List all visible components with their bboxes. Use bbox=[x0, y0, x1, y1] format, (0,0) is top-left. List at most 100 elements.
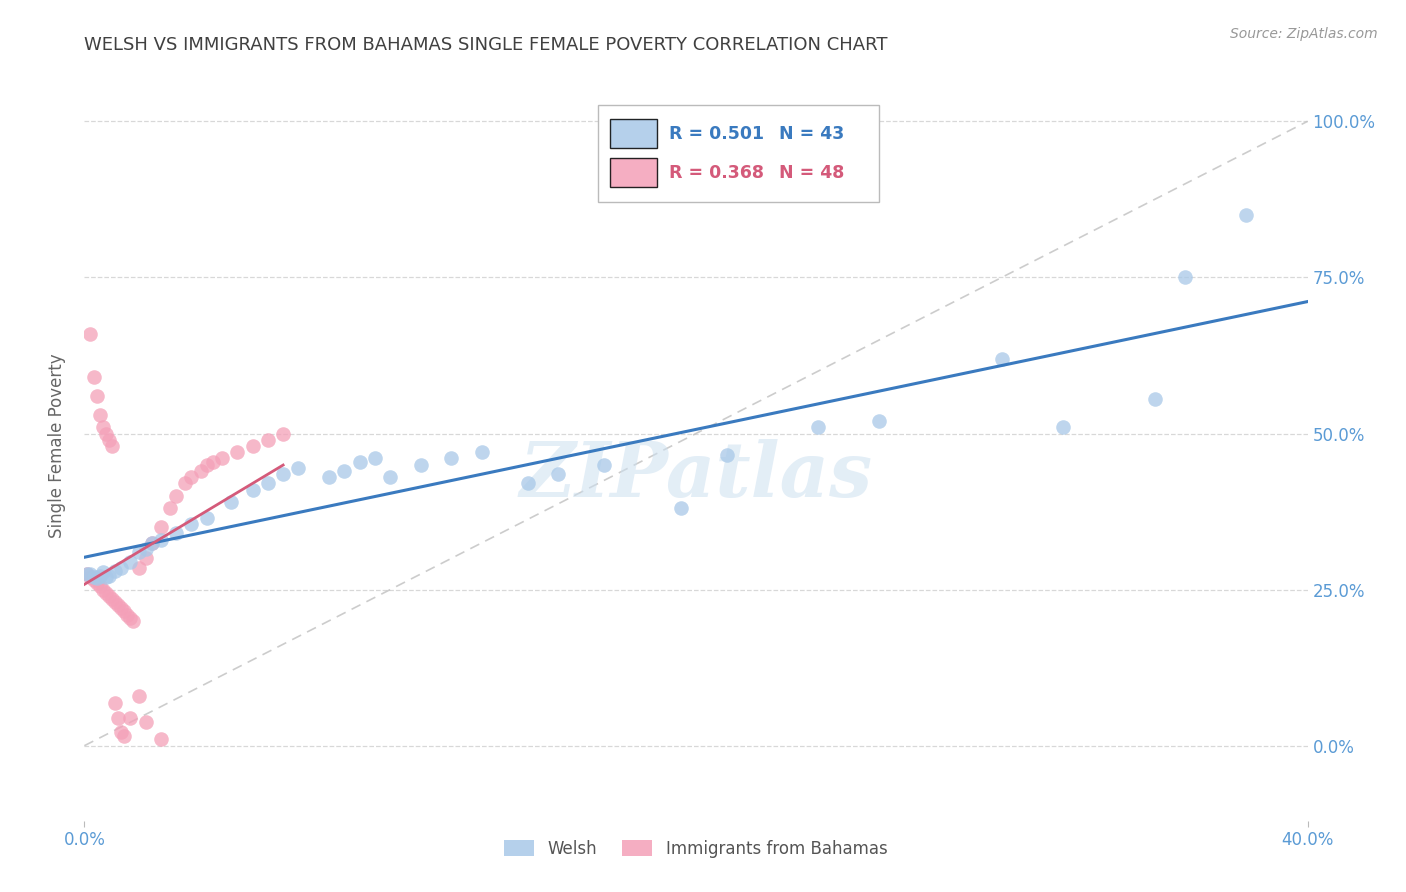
Point bbox=[94, 426, 117, 441]
Point bbox=[112, 605, 135, 619]
Point bbox=[83, 370, 105, 384]
Point bbox=[91, 565, 114, 579]
Point bbox=[120, 710, 142, 724]
Point bbox=[141, 535, 163, 549]
Point bbox=[110, 725, 132, 739]
Text: R = 0.368: R = 0.368 bbox=[669, 163, 763, 181]
Point bbox=[112, 730, 135, 744]
Point bbox=[1174, 270, 1197, 285]
Point bbox=[271, 426, 294, 441]
Text: Source: ZipAtlas.com: Source: ZipAtlas.com bbox=[1230, 27, 1378, 41]
Point bbox=[149, 533, 172, 547]
Point bbox=[76, 567, 98, 582]
Point bbox=[287, 461, 309, 475]
Point bbox=[242, 439, 264, 453]
Point bbox=[440, 451, 463, 466]
Point bbox=[135, 714, 157, 729]
Point bbox=[83, 574, 105, 588]
Point bbox=[159, 501, 181, 516]
Point bbox=[86, 571, 108, 585]
Text: WELSH VS IMMIGRANTS FROM BAHAMAS SINGLE FEMALE POVERTY CORRELATION CHART: WELSH VS IMMIGRANTS FROM BAHAMAS SINGLE … bbox=[84, 36, 887, 54]
Point bbox=[135, 551, 157, 566]
Point bbox=[380, 470, 402, 484]
Point bbox=[333, 464, 356, 478]
FancyBboxPatch shape bbox=[610, 158, 657, 186]
Legend: Welsh, Immigrants from Bahamas: Welsh, Immigrants from Bahamas bbox=[498, 833, 894, 864]
Point bbox=[101, 592, 124, 607]
Point bbox=[190, 464, 212, 478]
Point bbox=[271, 467, 294, 482]
Point bbox=[593, 458, 616, 472]
Point bbox=[97, 433, 120, 447]
Point bbox=[97, 589, 120, 603]
Point bbox=[211, 451, 233, 466]
Point bbox=[219, 495, 242, 509]
Point bbox=[349, 455, 371, 469]
Text: R = 0.501: R = 0.501 bbox=[669, 125, 765, 143]
Point bbox=[409, 458, 432, 472]
Text: N = 43: N = 43 bbox=[779, 125, 845, 143]
Point bbox=[807, 420, 830, 434]
Point bbox=[149, 520, 172, 534]
Point bbox=[257, 433, 280, 447]
Point bbox=[120, 555, 142, 569]
Point bbox=[201, 455, 224, 469]
Point bbox=[94, 586, 117, 600]
FancyBboxPatch shape bbox=[598, 105, 880, 202]
Point bbox=[128, 545, 150, 559]
Point bbox=[318, 470, 340, 484]
Point bbox=[86, 576, 108, 591]
Point bbox=[174, 476, 197, 491]
Point bbox=[226, 445, 249, 459]
Point bbox=[110, 601, 132, 615]
Point bbox=[115, 607, 138, 622]
Point bbox=[91, 420, 114, 434]
Point bbox=[128, 561, 150, 575]
Point bbox=[83, 570, 105, 584]
Point bbox=[180, 517, 202, 532]
Point bbox=[669, 501, 692, 516]
Point bbox=[141, 535, 163, 549]
Point bbox=[86, 389, 108, 403]
Point bbox=[107, 599, 129, 613]
Point bbox=[76, 567, 98, 582]
Point bbox=[149, 732, 172, 747]
Point bbox=[110, 561, 132, 575]
Point bbox=[120, 611, 142, 625]
Point bbox=[104, 564, 127, 578]
Point bbox=[79, 570, 101, 584]
Point bbox=[135, 542, 157, 557]
Point bbox=[364, 451, 387, 466]
Point bbox=[242, 483, 264, 497]
Text: N = 48: N = 48 bbox=[779, 163, 845, 181]
Point bbox=[107, 710, 129, 724]
Point bbox=[89, 569, 111, 583]
Point bbox=[79, 326, 101, 341]
Point bbox=[97, 569, 120, 583]
Point bbox=[257, 476, 280, 491]
FancyBboxPatch shape bbox=[610, 120, 657, 148]
Point bbox=[101, 439, 124, 453]
Point bbox=[991, 351, 1014, 366]
Point bbox=[91, 582, 114, 597]
Point bbox=[195, 458, 218, 472]
Point bbox=[547, 467, 569, 482]
Point bbox=[195, 510, 218, 524]
Point bbox=[180, 470, 202, 484]
Point bbox=[471, 445, 494, 459]
Point bbox=[1143, 392, 1166, 407]
Point bbox=[79, 567, 101, 582]
Text: ZIPatlas: ZIPatlas bbox=[519, 439, 873, 513]
Point bbox=[1236, 208, 1258, 222]
Point bbox=[104, 696, 127, 710]
Point bbox=[165, 489, 187, 503]
Point bbox=[1052, 420, 1074, 434]
Point bbox=[89, 580, 111, 594]
Point bbox=[122, 614, 145, 628]
Point bbox=[89, 408, 111, 422]
Point bbox=[165, 526, 187, 541]
Point bbox=[716, 449, 738, 463]
Point bbox=[516, 476, 538, 491]
Point bbox=[869, 414, 891, 428]
Point bbox=[128, 689, 150, 703]
